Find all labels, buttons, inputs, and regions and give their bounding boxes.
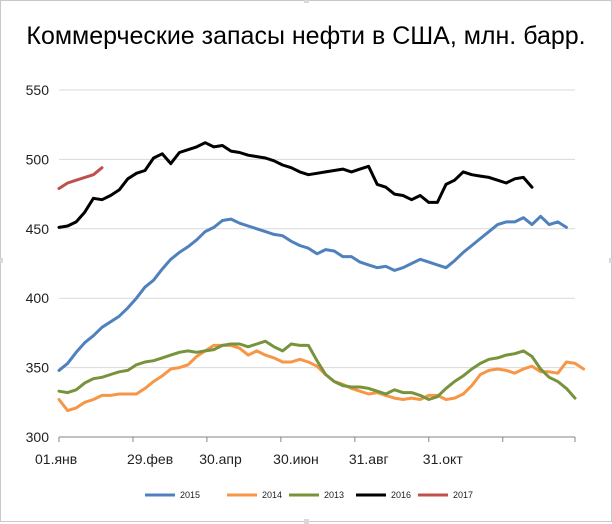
x-tick-label-0: 01.янв bbox=[35, 451, 77, 467]
y-tick-label-500: 500 bbox=[26, 151, 50, 167]
legend-label-2016: 2016 bbox=[391, 490, 411, 500]
series-line-2013 bbox=[57, 339, 577, 401]
resize-handle-left[interactable] bbox=[0, 258, 3, 263]
resize-handle-right[interactable] bbox=[609, 258, 612, 263]
y-tick-label-400: 400 bbox=[26, 290, 50, 306]
x-tick-label-5: 31.окт bbox=[423, 451, 464, 467]
series-line-2015 bbox=[57, 214, 568, 372]
x-tick-label-2: 30.апр bbox=[199, 451, 242, 467]
legend-label-2015: 2015 bbox=[180, 490, 200, 500]
x-tick-label-3: 30.июн bbox=[273, 451, 319, 467]
y-tick-label-350: 350 bbox=[26, 360, 50, 376]
legend-label-2014: 2014 bbox=[262, 490, 282, 500]
series-line-2017 bbox=[57, 166, 104, 190]
legend-label-2013: 2013 bbox=[324, 490, 344, 500]
x-tick-label-4: 31.авг bbox=[349, 451, 389, 467]
y-tick-label-550: 550 bbox=[26, 82, 50, 98]
series-line-2016 bbox=[57, 141, 534, 229]
legend-label-2017: 2017 bbox=[453, 490, 473, 500]
chart-title: Коммерческие запасы нефти в США, млн. ба… bbox=[26, 22, 586, 50]
x-tick-label-1: 29.фев bbox=[127, 451, 173, 467]
y-tick-label-450: 450 bbox=[26, 221, 50, 237]
y-tick-label-300: 300 bbox=[26, 429, 50, 445]
resize-handle-top[interactable] bbox=[304, 0, 309, 3]
